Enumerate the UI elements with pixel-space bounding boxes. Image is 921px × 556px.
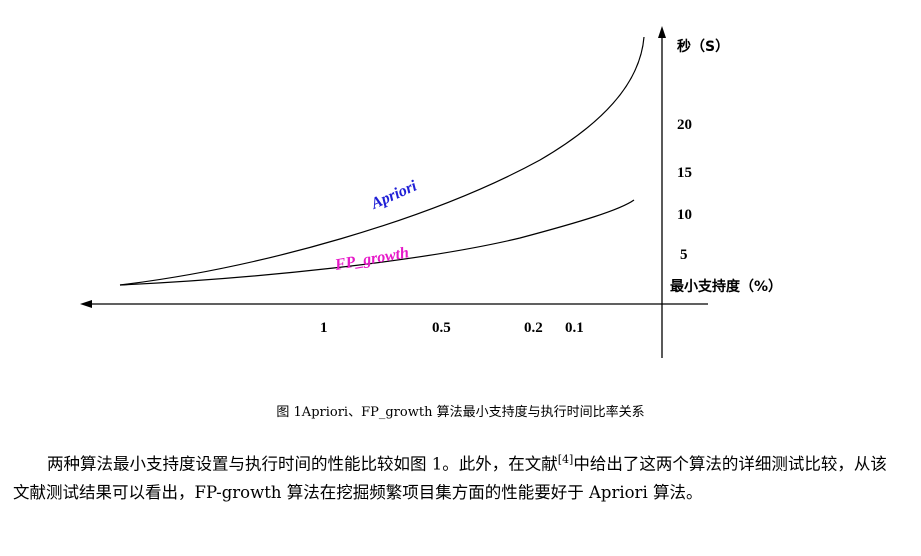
x-axis-title: 最小支持度（%） (670, 278, 782, 295)
fp-growth-curve (119, 199, 635, 286)
y-tick-label: 15 (677, 165, 692, 181)
x-tick-label: 1 (320, 320, 328, 336)
y-tick-label: 10 (677, 207, 692, 223)
y-tick-label: 20 (677, 117, 692, 133)
apriori-series-label: Apriori (368, 177, 420, 213)
paragraph-text-after-ref: 中给出了这两个算法的详细测试比较，从该文献测试结果可以看出，FP-growth … (13, 454, 887, 502)
performance-chart: Apriori FP_growth 20 15 10 5 1 0.5 0.2 0… (80, 26, 782, 358)
citation-ref: [4] (557, 453, 574, 466)
x-tick-label: 0.1 (565, 320, 584, 336)
fp-growth-series-label: FP_growth (333, 244, 411, 274)
figure-caption: 图 1Apriori、FP_growth 算法最小支持度与执行时间比率关系 (276, 405, 645, 420)
body-paragraph: 两种算法最小支持度设置与执行时间的性能比较如图 1。此外，在文献[4]中给出了这… (13, 446, 899, 507)
y-axis-arrow (658, 26, 666, 38)
apriori-curve (119, 36, 645, 286)
x-tick-label: 0.2 (524, 320, 543, 336)
x-tick-label: 0.5 (432, 320, 451, 336)
y-tick-label: 5 (680, 247, 688, 263)
y-axis-title: 秒（S） (677, 38, 729, 55)
paragraph-text-before-ref: 两种算法最小支持度设置与执行时间的性能比较如图 1。此外，在文献 (47, 454, 558, 474)
x-axis-arrow (80, 300, 92, 308)
